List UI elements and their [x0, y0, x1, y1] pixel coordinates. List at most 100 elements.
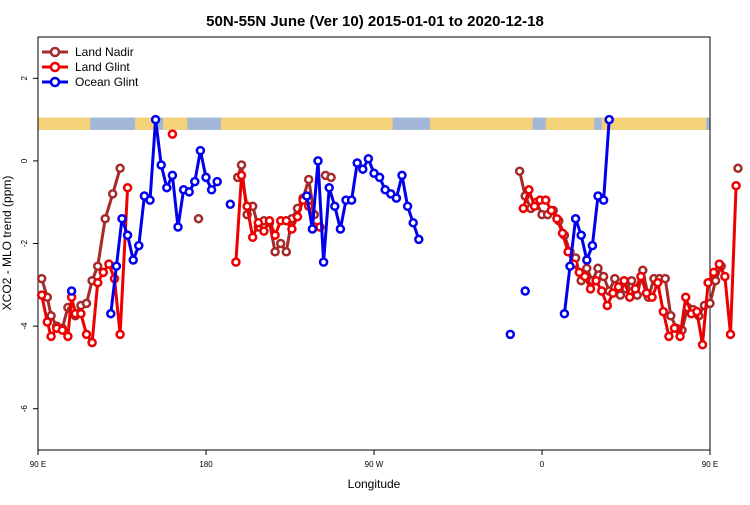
- land-mask-band: [38, 117, 710, 130]
- data-point-ocean-glint: [414, 234, 424, 245]
- data-point-ocean-glint: [604, 114, 614, 125]
- data-point-ocean-glint: [565, 261, 575, 271]
- data-point-land-nadir: [100, 213, 110, 224]
- data-point-ocean-glint: [363, 154, 374, 164]
- data-point-land-nadir: [582, 263, 592, 274]
- data-point-land-glint: [652, 277, 663, 288]
- data-point-land-nadir: [733, 163, 743, 174]
- data-point-land-glint: [624, 292, 635, 302]
- data-point-land-glint: [546, 205, 557, 216]
- data-point-ocean-glint: [302, 191, 312, 201]
- x-tick-label: 90 E: [30, 460, 46, 469]
- series-layer: [36, 114, 743, 350]
- data-point-land-nadir: [275, 238, 286, 249]
- data-point-land-nadir: [270, 247, 280, 257]
- data-point-ocean-glint: [318, 257, 329, 267]
- data-point-land-glint: [703, 277, 713, 288]
- data-point-ocean-glint: [66, 286, 77, 296]
- land-band-segment: [163, 117, 188, 130]
- legend-label: Land Nadir: [75, 45, 134, 59]
- legend-marker: [49, 76, 61, 88]
- data-point-ocean-glint: [520, 286, 530, 296]
- data-point-land-glint: [619, 275, 629, 286]
- land-band-segment: [601, 117, 707, 130]
- data-point-land-glint: [585, 284, 596, 294]
- data-point-ocean-glint: [111, 261, 122, 271]
- y-tick-label: 0: [20, 158, 29, 163]
- data-point-land-glint: [518, 203, 529, 214]
- data-point-ocean-glint: [150, 114, 161, 125]
- data-point-land-glint: [669, 323, 680, 333]
- data-point-land-glint: [287, 224, 297, 234]
- data-point-land-glint: [720, 271, 730, 282]
- legend-label: Ocean Glint: [75, 75, 139, 89]
- data-point-land-glint: [591, 275, 601, 286]
- data-point-land-glint: [529, 201, 540, 212]
- series-ocean-glint: [66, 114, 614, 340]
- data-point-land-glint: [63, 331, 73, 342]
- data-point-ocean-glint: [145, 195, 155, 205]
- data-point-land-glint: [253, 218, 264, 228]
- land-band-segment: [38, 117, 91, 130]
- data-point-ocean-glint: [335, 224, 346, 234]
- data-point-land-nadir: [514, 166, 525, 176]
- data-point-land-glint: [731, 180, 741, 191]
- data-point-land-nadir: [626, 275, 637, 286]
- data-point-ocean-glint: [330, 201, 340, 212]
- data-point-land-glint: [98, 267, 109, 278]
- data-point-land-glint: [540, 195, 551, 205]
- data-point-ocean-glint: [225, 199, 236, 210]
- data-point-land-glint: [664, 331, 674, 342]
- land-band-segment: [430, 117, 533, 130]
- data-point-land-glint: [680, 292, 691, 302]
- data-point-ocean-glint: [559, 308, 570, 319]
- data-point-ocean-glint: [184, 187, 194, 197]
- axes-layer: 90 E 180 90 W 0 90 E -6 -4 -2 0 2: [20, 76, 718, 469]
- data-point-ocean-glint: [156, 160, 166, 170]
- data-point-ocean-glint: [374, 172, 385, 183]
- data-point-ocean-glint: [206, 185, 217, 195]
- x-tick-label: 180: [199, 460, 213, 469]
- data-point-land-glint: [557, 228, 568, 238]
- data-point-ocean-glint: [162, 182, 172, 193]
- data-point-land-glint: [281, 216, 292, 226]
- data-point-ocean-glint: [307, 224, 318, 234]
- data-point-land-glint: [552, 213, 562, 224]
- data-point-land-nadir: [236, 160, 247, 170]
- data-point-ocean-glint: [598, 195, 609, 205]
- data-point-land-nadir: [710, 275, 721, 286]
- data-point-land-glint: [613, 282, 624, 292]
- chart-title: 50N-55N June (Ver 10) 2015-01-01 to 2020…: [206, 13, 544, 30]
- data-point-land-glint: [630, 284, 641, 294]
- legend-marker: [49, 61, 61, 73]
- land-band-segment: [545, 117, 595, 130]
- data-point-land-glint: [42, 317, 53, 327]
- data-point-land-glint: [242, 201, 252, 212]
- data-point-ocean-glint: [587, 240, 598, 251]
- data-point-ocean-glint: [195, 145, 206, 156]
- data-point-ocean-glint: [576, 230, 586, 240]
- data-point-land-nadir: [666, 311, 676, 321]
- data-point-land-nadir: [326, 172, 336, 183]
- y-axis-label: XCO2 - MLO trend (ppm): [0, 176, 14, 311]
- data-point-ocean-glint: [324, 182, 334, 193]
- y-tick-label: -2: [20, 239, 29, 247]
- data-point-ocean-glint: [352, 158, 362, 168]
- data-point-land-glint: [675, 331, 685, 342]
- data-point-ocean-glint: [201, 172, 211, 183]
- data-point-land-glint: [524, 185, 534, 195]
- data-point-land-nadir: [115, 163, 125, 174]
- data-point-ocean-glint: [358, 164, 368, 174]
- data-point-land-glint: [115, 329, 125, 340]
- legend-label: Land Glint: [75, 60, 130, 74]
- data-point-land-glint: [236, 170, 247, 181]
- land-band-segment: [135, 117, 154, 130]
- y-tick-label: 2: [20, 76, 29, 81]
- data-point-land-nadir: [281, 247, 292, 257]
- data-point-ocean-glint: [505, 329, 516, 340]
- y-tick-label: -6: [20, 405, 29, 413]
- data-point-land-glint: [270, 230, 280, 240]
- data-point-ocean-glint: [570, 213, 581, 224]
